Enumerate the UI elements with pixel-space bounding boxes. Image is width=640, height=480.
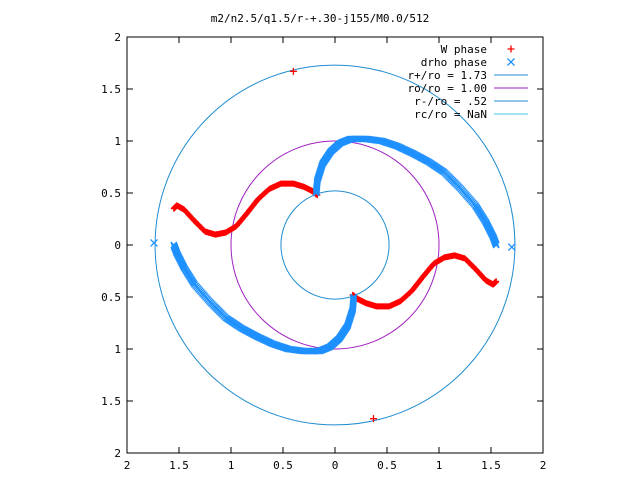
data-point — [492, 241, 500, 249]
y-tick-label: 2 — [114, 31, 121, 44]
series-layer — [150, 67, 516, 423]
x-tick-label: 0.5 — [273, 459, 293, 472]
data-point — [170, 241, 178, 249]
legend-label-r-c: rc/ro = NaN — [414, 108, 487, 121]
legend-label-w-phase: W phase — [441, 43, 487, 56]
y-tick-label: 1 — [114, 343, 121, 356]
x-tick-label: 2 — [540, 459, 547, 472]
y-tick-label: 2 — [114, 447, 121, 460]
legend-marker-drho-phase — [507, 58, 515, 66]
legend-label-drho-phase: drho phase — [421, 56, 487, 69]
ring-circle — [280, 190, 390, 300]
legend-marker-w-phase — [507, 45, 515, 53]
y-axis-ticks: 2 1.5 1 0.5 0 0.5 1 1.5 2 — [101, 31, 543, 460]
y-tick-label: 1.5 — [101, 395, 121, 408]
y-tick-label: 0 — [114, 239, 121, 252]
x-tick-label: 0.5 — [377, 459, 397, 472]
x-tick-label: 1 — [228, 459, 235, 472]
data-point — [493, 278, 500, 285]
x-axis-ticks: 2 1.5 1 0.5 0 0.5 1 1.5 2 — [124, 37, 547, 472]
x-tick-label: 1.5 — [481, 459, 501, 472]
data-point — [507, 243, 516, 252]
y-tick-label: 0.5 — [101, 187, 121, 200]
data-point — [507, 45, 515, 53]
x-tick-label: 2 — [124, 459, 131, 472]
x-tick-label: 1.5 — [169, 459, 189, 472]
data-point — [507, 58, 515, 66]
y-tick-label: 1.5 — [101, 83, 121, 96]
data-point — [289, 67, 297, 75]
data-point — [369, 415, 377, 423]
x-tick-label: 0 — [332, 459, 339, 472]
data-point — [170, 205, 177, 212]
legend-label-r-minus: r-/ro = .52 — [414, 95, 487, 108]
data-point — [150, 238, 158, 247]
ring-circle — [154, 64, 516, 426]
ring-circle — [230, 140, 440, 350]
series-drho-phase — [150, 135, 516, 355]
chart-title: m2/n2.5/q1.5/r-+.30-j155/M0.0/512 — [211, 12, 430, 25]
legend: W phase drho phase r+/ro = 1.73 ro/ro = … — [408, 43, 528, 121]
ring-circles — [154, 64, 516, 426]
legend-label-r-o: ro/ro = 1.00 — [408, 82, 487, 95]
legend-label-r-plus: r+/ro = 1.73 — [408, 69, 487, 82]
y-tick-label: 0.5 — [101, 291, 121, 304]
x-tick-label: 1 — [436, 459, 443, 472]
y-tick-label: 1 — [114, 135, 121, 148]
